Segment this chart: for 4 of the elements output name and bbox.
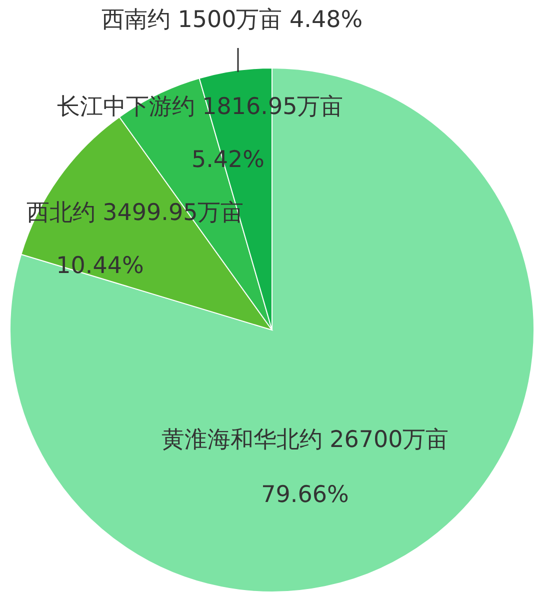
category-label: 黄淮海和华北约 26700万亩 [161,427,449,453]
slice-label: 西南约 1500万亩 4.48% [101,7,363,33]
pie-slice [10,68,534,592]
text: 79.66% [261,482,349,508]
